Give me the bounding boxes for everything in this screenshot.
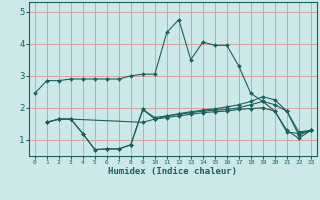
X-axis label: Humidex (Indice chaleur): Humidex (Indice chaleur): [108, 167, 237, 176]
